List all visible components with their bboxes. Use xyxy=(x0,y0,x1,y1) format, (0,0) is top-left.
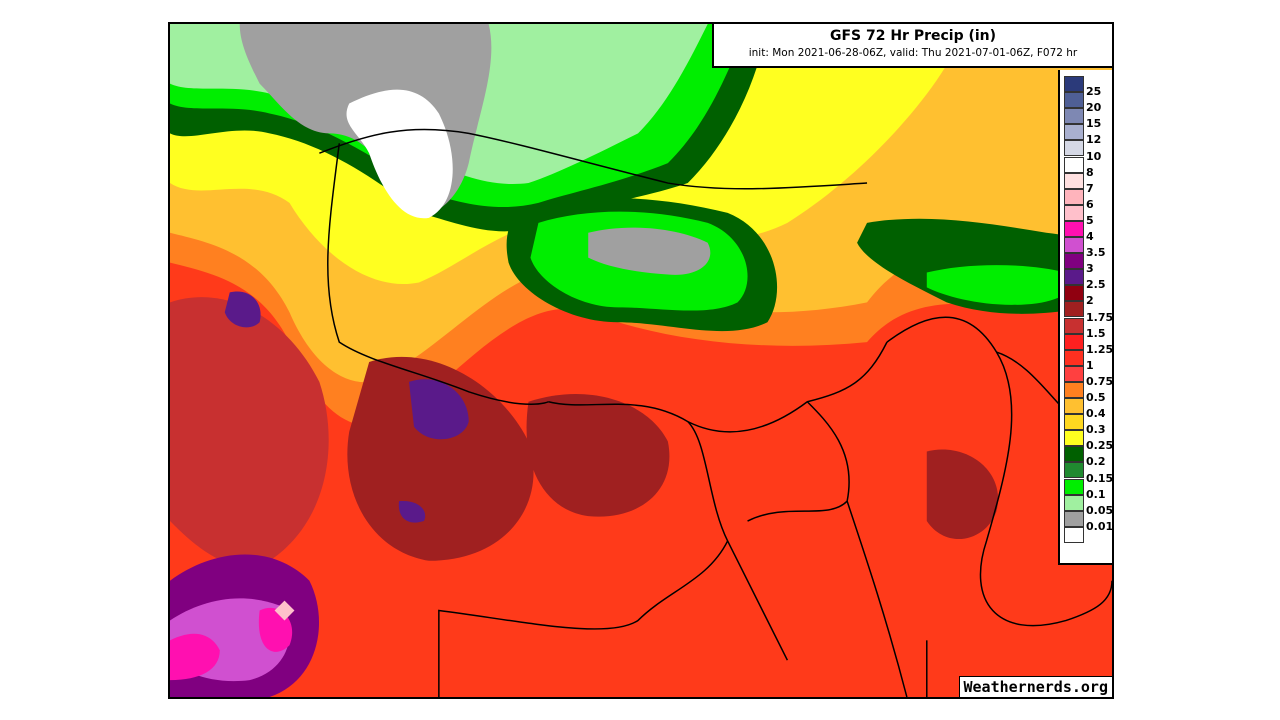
legend-label: 3.5 xyxy=(1086,246,1106,260)
legend-swatch xyxy=(1064,478,1084,495)
watermark: Weathernerds.org xyxy=(958,676,1112,697)
legend-swatch xyxy=(1064,156,1084,173)
legend-label: 8 xyxy=(1086,165,1094,179)
legend-label: 4 xyxy=(1086,230,1094,243)
precip-field xyxy=(170,24,1112,697)
legend-swatch xyxy=(1064,526,1084,543)
legend-label: 12 xyxy=(1086,133,1102,147)
legend-label: 0.5 xyxy=(1086,391,1106,404)
legend-swatch xyxy=(1064,124,1084,141)
legend-label: 1 xyxy=(1086,358,1094,372)
legend-label: 0.4 xyxy=(1086,407,1106,421)
legend-label: 0.75 xyxy=(1086,374,1114,388)
legend-label: 15 xyxy=(1086,117,1102,131)
legend-swatch xyxy=(1064,269,1084,286)
legend-swatch xyxy=(1064,188,1084,205)
map-subtitle: init: Mon 2021-06-28-06Z, valid: Thu 202… xyxy=(748,47,1078,59)
legend-label: 20 xyxy=(1086,101,1102,115)
legend-swatch xyxy=(1064,317,1084,334)
legend-swatch xyxy=(1064,253,1084,270)
legend-swatch xyxy=(1064,285,1084,302)
legend-swatch xyxy=(1064,510,1084,527)
legend-swatch xyxy=(1064,140,1084,157)
legend-label: 10 xyxy=(1086,149,1102,163)
legend-swatch xyxy=(1064,494,1084,511)
legend-swatch xyxy=(1064,333,1084,350)
legend-label: 5 xyxy=(1086,213,1094,227)
legend-label: 0.2 xyxy=(1086,455,1106,469)
legend-swatch xyxy=(1064,92,1084,109)
legend-label: 0.3 xyxy=(1086,423,1106,437)
legend-label: 3 xyxy=(1086,262,1094,276)
legend-swatch xyxy=(1064,398,1084,415)
color-legend: 25 20 15 12 10 8 7 6 5 4 3.5 3 2.5 2 1.75 1.5 1.25 1 0.75 0… xyxy=(1058,70,1112,565)
legend-swatch xyxy=(1064,204,1084,221)
legend-label: 7 xyxy=(1086,181,1094,195)
legend-label: 2 xyxy=(1086,294,1094,308)
legend-label: 1.5 xyxy=(1086,326,1106,340)
legend-label: 0.1 xyxy=(1086,487,1106,501)
legend-swatch xyxy=(1064,301,1084,318)
legend-label: 0.15 xyxy=(1086,471,1114,485)
legend-label: 1.25 xyxy=(1086,342,1114,356)
legend-label: 0.25 xyxy=(1086,439,1114,453)
legend-swatch xyxy=(1064,349,1084,366)
legend-label: 25 xyxy=(1086,85,1102,99)
legend-swatch xyxy=(1064,220,1084,237)
legend-label: 0.05 xyxy=(1086,503,1114,517)
legend-swatch xyxy=(1064,446,1084,463)
precip-map: GFS 72 Hr Precip (in) init: Mon 2021-06-… xyxy=(168,22,1114,699)
legend-swatch xyxy=(1064,381,1084,398)
legend-label: 0.01 xyxy=(1086,519,1114,533)
map-title: GFS 72 Hr Precip (in) xyxy=(829,28,997,44)
legend-swatch xyxy=(1064,76,1084,93)
legend-swatch xyxy=(1064,108,1084,125)
legend-label: 6 xyxy=(1086,197,1094,211)
legend-swatch xyxy=(1064,430,1084,447)
legend-swatch xyxy=(1064,414,1084,431)
legend-label: 2.5 xyxy=(1086,278,1106,292)
legend-swatch xyxy=(1064,462,1084,479)
map-title-box: GFS 72 Hr Precip (in) init: Mon 2021-06-… xyxy=(712,24,1112,68)
legend-swatch xyxy=(1064,172,1084,189)
legend-swatch xyxy=(1064,237,1084,254)
legend-label: 1.75 xyxy=(1086,310,1114,324)
legend-swatch xyxy=(1064,365,1084,382)
